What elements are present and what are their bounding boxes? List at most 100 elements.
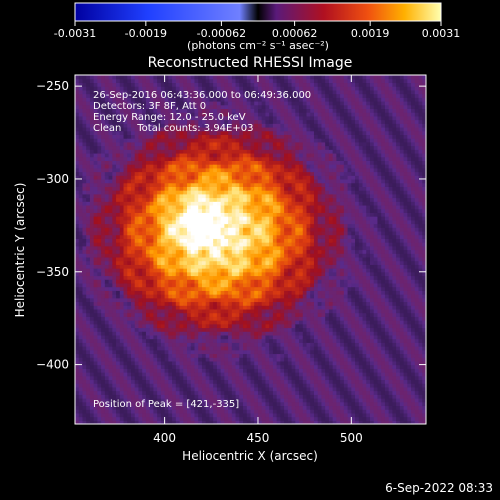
- heatmap-cell: [179, 86, 184, 91]
- heatmap-cell: [220, 97, 225, 102]
- heatmap-cell: [123, 97, 128, 102]
- heatmap-cell: [235, 227, 240, 232]
- heatmap-cell: [145, 242, 151, 247]
- heatmap-cell: [187, 219, 192, 225]
- heatmap-cell: [112, 308, 117, 314]
- heatmap-cell: [265, 279, 270, 284]
- heatmap-cell: [97, 152, 102, 158]
- heatmap-cell: [239, 167, 244, 173]
- heatmap-cell: [235, 167, 240, 173]
- heatmap-cell: [265, 375, 270, 381]
- heatmap-cell: [123, 223, 128, 228]
- heatmap-cell: [243, 323, 248, 329]
- heatmap-cell: [250, 145, 255, 150]
- heatmap-cell: [86, 100, 91, 106]
- heatmap-cell: [104, 238, 110, 243]
- heatmap-cell: [269, 182, 274, 187]
- heatmap-cell: [216, 271, 222, 277]
- heatmap-cell: [265, 108, 270, 113]
- heatmap-cell: [160, 301, 166, 306]
- heatmap-cell: [179, 290, 184, 295]
- heatmap-cell: [265, 126, 270, 132]
- heatmap-cell: [194, 167, 199, 173]
- heatmap-cell: [86, 134, 91, 139]
- heatmap-cell: [183, 201, 188, 206]
- heatmap-cell: [224, 115, 229, 121]
- heatmap-cell: [228, 364, 233, 369]
- heatmap-cell: [116, 327, 121, 332]
- heatmap-cell: [231, 141, 237, 147]
- heatmap-cell: [78, 186, 84, 191]
- heatmap-cell: [123, 249, 128, 254]
- heatmap-cell: [78, 134, 84, 139]
- heatmap-cell: [160, 331, 166, 336]
- heatmap-cell: [183, 416, 188, 421]
- heatmap-cell: [172, 193, 177, 199]
- heatmap-cell: [145, 412, 151, 418]
- heatmap-cell: [75, 234, 80, 239]
- heatmap-cell: [224, 353, 229, 358]
- heatmap-cell: [131, 212, 136, 217]
- heatmap-cell: [246, 353, 252, 358]
- heatmap-cell: [131, 390, 136, 395]
- heatmap-cell: [194, 219, 199, 225]
- heatmap-cell: [93, 409, 98, 414]
- heatmap-cell: [198, 390, 203, 395]
- heatmap-cell: [235, 234, 240, 239]
- heatmap-cell: [269, 357, 274, 362]
- heatmap-cell: [231, 164, 237, 169]
- heatmap-cell: [216, 212, 222, 217]
- heatmap-cell: [187, 360, 192, 366]
- heatmap-cell: [119, 342, 125, 347]
- heatmap-cell: [89, 152, 95, 158]
- heatmap-cell: [183, 175, 188, 180]
- heatmap-cell: [123, 75, 128, 80]
- heatmap-cell: [160, 78, 166, 84]
- heatmap-cell: [201, 286, 207, 291]
- heatmap-cell: [250, 368, 255, 373]
- heatmap-cell: [254, 242, 259, 247]
- heatmap-cell: [119, 75, 125, 80]
- heatmap-cell: [172, 130, 177, 135]
- heatmap-cell: [78, 197, 84, 202]
- heatmap-cell: [265, 372, 270, 377]
- heatmap-cell: [108, 253, 113, 258]
- heatmap-cell: [82, 409, 87, 414]
- heatmap-cell: [201, 375, 207, 381]
- heatmap-cell: [75, 108, 80, 113]
- heatmap-cell: [235, 390, 240, 395]
- heatmap-cell: [216, 375, 222, 381]
- heatmap-cell: [246, 357, 252, 362]
- heatmap-cell: [142, 219, 147, 225]
- heatmap-cell: [78, 401, 84, 407]
- heatmap-cell: [127, 372, 132, 377]
- heatmap-cell: [172, 294, 177, 299]
- heatmap-cell: [149, 275, 155, 280]
- heatmap-cell: [160, 405, 166, 410]
- heatmap-cell: [149, 219, 155, 225]
- heatmap-cell: [119, 126, 125, 132]
- heatmap-cell: [164, 245, 169, 251]
- heatmap-cell: [235, 223, 240, 228]
- heatmap-cell: [183, 193, 188, 199]
- heatmap-cell: [108, 268, 113, 273]
- heatmap-cell: [201, 141, 207, 147]
- heatmap-cell: [175, 138, 181, 143]
- heatmap-cell: [164, 178, 169, 184]
- heatmap-cell: [149, 353, 155, 358]
- heatmap-cell: [75, 149, 80, 154]
- heatmap-cell: [239, 253, 244, 258]
- heatmap-cell: [246, 282, 252, 288]
- heatmap-cell: [201, 75, 207, 80]
- heatmap-cell: [172, 386, 177, 392]
- heatmap-cell: [75, 164, 80, 169]
- heatmap-cell: [112, 256, 117, 262]
- heatmap-cell: [104, 182, 110, 187]
- heatmap-cell: [75, 253, 80, 258]
- heatmap-cell: [149, 420, 155, 424]
- heatmap-cell: [168, 104, 173, 110]
- heatmap-cell: [224, 334, 229, 340]
- heatmap-cell: [160, 375, 166, 381]
- heatmap-cell: [209, 383, 214, 388]
- heatmap-cell: [138, 297, 143, 303]
